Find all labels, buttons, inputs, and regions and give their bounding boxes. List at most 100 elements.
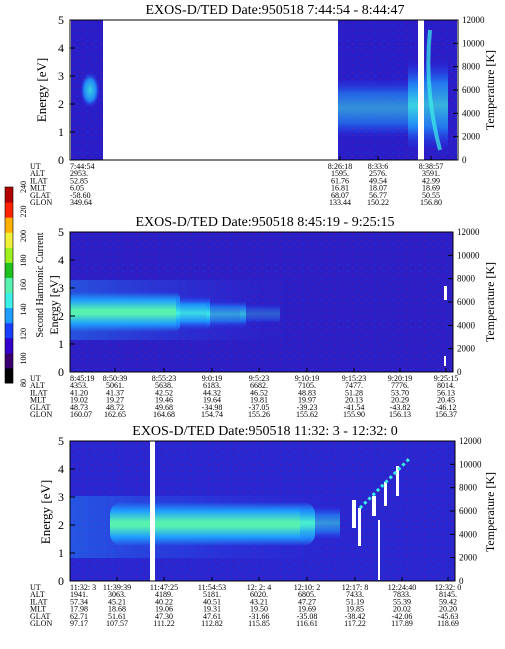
orbit-cell: -43.82 [390,403,411,412]
temperature-tick-label: 2000 [457,344,476,354]
panel-1-left-ticks: 0 1 2 3 4 5 [58,13,75,167]
colorbar-tick-label: 180 [19,255,28,267]
orbit-cell: -45.63 [438,612,459,621]
colorbar-scale [5,187,13,384]
energy-tick-label: 3 [58,69,64,83]
panel-2-right-ticks: 0 2000 4000 6000 8000 10000 12000 [69,227,480,377]
orbit-cell: 12:32: 0 [435,583,461,592]
orbit-cell: 9:15:23 [342,374,366,383]
colorbar-tick-label: 120 [19,328,28,340]
temperature-tick-label: 12000 [459,436,482,446]
orbit-cell: 9:20:19 [388,374,412,383]
orbit-cell: 2953. [70,169,88,178]
panel-3-title: EXOS-D/TED Date:950518 11:32: 3 - 12:32:… [132,424,397,439]
colorbar-label: Second Harmonic Current [35,232,46,337]
energy-tick-label: 1 [58,125,64,139]
colorbar-cell [5,232,13,248]
orbit-cell: 59.42 [439,597,457,606]
orbit-cell: 12:10: 2 [294,583,320,592]
orbit-cell: 41.37 [106,388,124,397]
orbit-cell: 7477. [345,381,363,390]
temperature-tick-label: 12000 [462,15,485,25]
orbit-row-label: GLON [30,619,52,628]
panel-3-left-ticks: 0 1 2 3 4 5 [58,434,75,588]
panel-1-segment-end [338,20,457,160]
orbit-cell: 116.61 [296,619,318,628]
orbit-cell: 18.69 [422,184,440,193]
energy-tick-label: 1 [58,546,64,560]
colorbar-cell [5,202,13,218]
panel-1-segment-start [71,20,103,160]
orbit-cell: 68.07 [331,191,349,200]
orbit-cell: 48.83 [298,388,316,397]
panel-3-ylabel: Energy [eV] [38,480,53,544]
panel-1-right-ticks: 0 2000 4000 6000 8000 10000 12000 [69,15,485,165]
orbit-cell: 156.80 [420,198,442,207]
orbit-cell: 18.68 [108,605,126,614]
colorbar-tick-label: 140 [19,304,28,316]
orbit-cell: 9:0:19 [202,374,222,383]
orbit-row-label: MLT [30,184,46,193]
panel-2-heatmap [70,232,453,372]
orbit-cell: 117.89 [391,619,413,628]
orbit-cell: 47.61 [203,612,221,621]
orbit-cell: 19.46 [155,396,173,405]
orbit-cell: 7433. [346,590,364,599]
temperature-tick-label: 12000 [457,227,480,237]
panel-2-left-ticks: 0 1 2 3 4 5 [58,225,75,379]
orbit-cell: 6682. [250,381,268,390]
orbit-cell: 12:24:40 [388,583,416,592]
temperature-tick-label: 10000 [459,459,482,469]
orbit-cell: 8145. [439,590,457,599]
orbit-cell: -37.05 [249,403,270,412]
panel-2-ylabel-right: Temperature [K] [483,262,497,342]
orbit-cell: -46.12 [436,403,457,412]
orbit-cell: 19.06 [155,605,173,614]
orbit-row-label: MLT [30,396,46,405]
orbit-cell: 115.85 [248,619,270,628]
orbit-cell: 42.52 [155,388,173,397]
orbit-cell: 56.13 [437,388,455,397]
panel-2-orbit-table: UTALTILATMLTGLATGLON8:45:194353.41.2019.… [30,374,458,419]
panel-3-right-ticks: 0 2000 4000 6000 8000 10000 12000 [69,436,482,586]
energy-tick-label: 2 [58,518,64,532]
orbit-cell: 4353. [70,381,88,390]
orbit-cell: 156.13 [389,410,411,419]
orbit-cell: 20.45 [437,396,455,405]
orbit-cell: 6805. [298,590,316,599]
orbit-cell: 19.97 [298,396,316,405]
orbit-cell: 45.21 [108,597,126,606]
temperature-tick-label: 0 [457,367,462,377]
energy-tick-label: 0 [58,153,64,167]
orbit-cell: -34.98 [202,403,223,412]
orbit-cell: 5638. [155,381,173,390]
colorbar-tick-label: 240 [19,181,28,193]
energy-tick-label: 3 [58,281,64,295]
energy-tick-label: 0 [58,574,64,588]
orbit-row-label: ILAT [30,176,47,185]
orbit-cell: 117.22 [344,619,366,628]
orbit-row-label: UT [30,162,41,171]
orbit-row-label: MLT [30,605,46,614]
colorbar-cell [5,247,13,263]
colorbar-cell [5,352,13,369]
orbit-cell: 19.27 [106,396,124,405]
energy-tick-label: 3 [58,490,64,504]
orbit-cell: 6.05 [70,184,84,193]
orbit-row-label: GLAT [30,403,51,412]
orbit-cell: 16.81 [331,184,349,193]
temperature-tick-label: 4000 [457,320,476,330]
orbit-cell: 42.99 [422,176,440,185]
orbit-cell: 55.39 [393,597,411,606]
orbit-cell: 8:33:6 [368,162,388,171]
orbit-cell: -58.60 [70,191,91,200]
orbit-cell: 49.68 [155,403,173,412]
orbit-cell: 11:47:25 [150,583,178,592]
orbit-cell: 133.44 [329,198,351,207]
energy-tick-label: 4 [58,253,64,267]
energy-tick-label: 5 [58,434,64,448]
colorbar-cell [5,217,13,233]
orbit-cell: 12: 2: 4 [247,583,271,592]
temperature-tick-label: 2000 [459,553,478,563]
orbit-cell: 7776. [391,381,409,390]
